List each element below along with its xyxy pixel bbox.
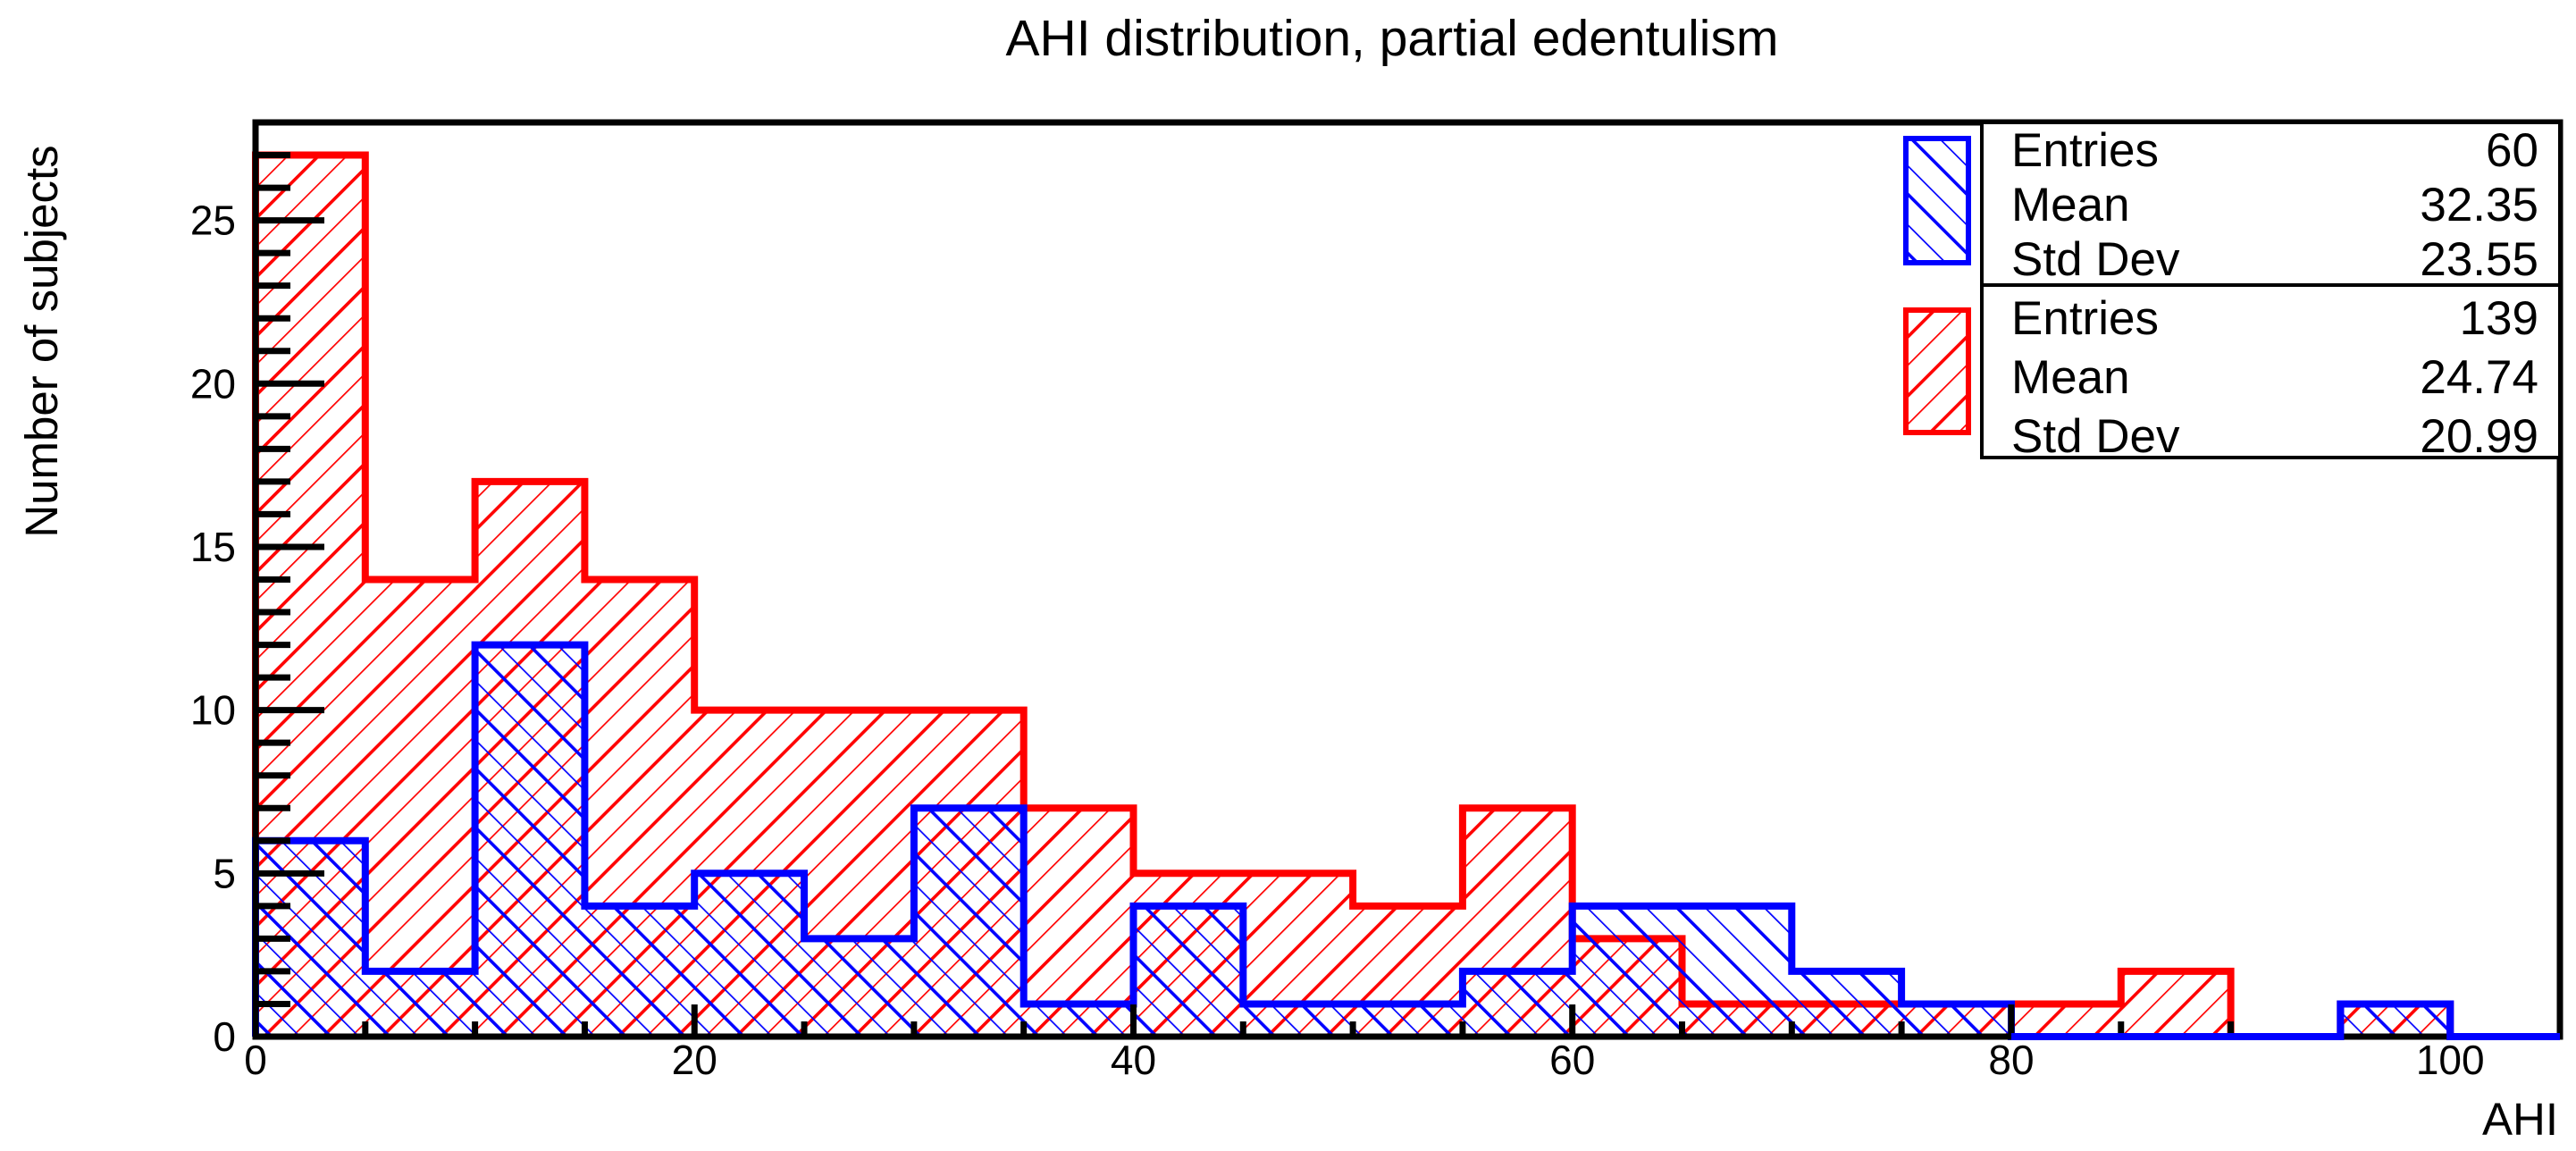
- x-tick-label: 0: [244, 1037, 267, 1083]
- stats-red-mean-label: Mean: [2011, 351, 2130, 404]
- stats-red-entries-value: 139: [2460, 292, 2538, 345]
- y-tick-label: 10: [190, 687, 236, 734]
- x-tick-label: 80: [1988, 1037, 2034, 1083]
- stats-box-red-border: [1980, 283, 2562, 459]
- stats-red-stddev-label: Std Dev: [2011, 410, 2180, 463]
- stats-red-entries-label: Entries: [2011, 292, 2159, 345]
- chart-title: AHI distribution, partial edentulism: [1006, 10, 1779, 67]
- y-tick-label: 5: [213, 850, 236, 896]
- label-layer: 0 20 40 60 80 100 0 5 10 15 20 25: [190, 197, 2485, 1083]
- y-axis-title: Number of subjects: [16, 145, 67, 537]
- x-tick-label: 20: [672, 1037, 717, 1083]
- x-tick-label: 100: [2416, 1037, 2485, 1083]
- stats-blue-stddev-label: Std Dev: [2011, 233, 2180, 286]
- red-histogram-outline: [252, 151, 2560, 1040]
- y-tick-label: 20: [190, 360, 236, 407]
- stats-blue-mean-label: Mean: [2011, 179, 2130, 231]
- stats-blue-stddev-value: 23.55: [2420, 233, 2538, 286]
- stats-red-stddev-value: 20.99: [2420, 410, 2538, 463]
- stats-swatch-blue-hatch: [1903, 136, 1971, 265]
- x-tick-label: 40: [1111, 1037, 1156, 1083]
- stats-blue-mean-value: 32.35: [2420, 179, 2538, 231]
- red-histogram-fill: [256, 155, 2560, 1037]
- blue-baseline-overlay: [2011, 1000, 2560, 1040]
- stats-red-mean-value: 24.74: [2420, 351, 2538, 404]
- stats-box-blue-border: [1980, 121, 2562, 287]
- stats-blue-entries-value: 60: [2486, 124, 2538, 177]
- x-axis-title: AHI: [2482, 1094, 2558, 1145]
- stats-box-blue: Entries 60 Mean 32.35 Std Dev 23.55: [1903, 121, 2562, 287]
- stats-blue-entries-label: Entries: [2011, 124, 2159, 177]
- stats-box-red: Entries 139 Mean 24.74 Std Dev 20.99: [1903, 283, 2562, 463]
- y-tick-label: 25: [190, 197, 236, 244]
- y-tick-label: 15: [190, 524, 236, 570]
- x-tick-label: 60: [1549, 1037, 1595, 1083]
- y-tick-label: 0: [213, 1013, 236, 1060]
- overlay-layer: [2011, 1000, 2560, 1040]
- stats-swatch-red-hatch: [1903, 307, 1971, 435]
